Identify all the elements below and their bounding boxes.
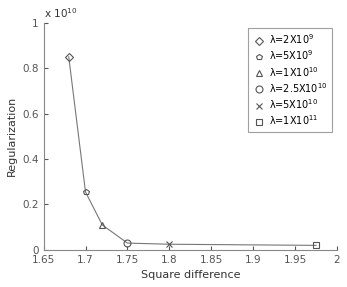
Legend: λ=2X10$^{9}$, λ=5X10$^{9}$, λ=1X10$^{10}$, λ=2.5X10$^{10}$, λ=5X10$^{10}$, λ=1X1: λ=2X10$^{9}$, λ=5X10$^{9}$, λ=1X10$^{10}… <box>248 28 332 132</box>
Text: x 10$^{10}$: x 10$^{10}$ <box>44 7 77 20</box>
Y-axis label: Regularization: Regularization <box>7 96 17 177</box>
X-axis label: Square difference: Square difference <box>141 270 240 280</box>
